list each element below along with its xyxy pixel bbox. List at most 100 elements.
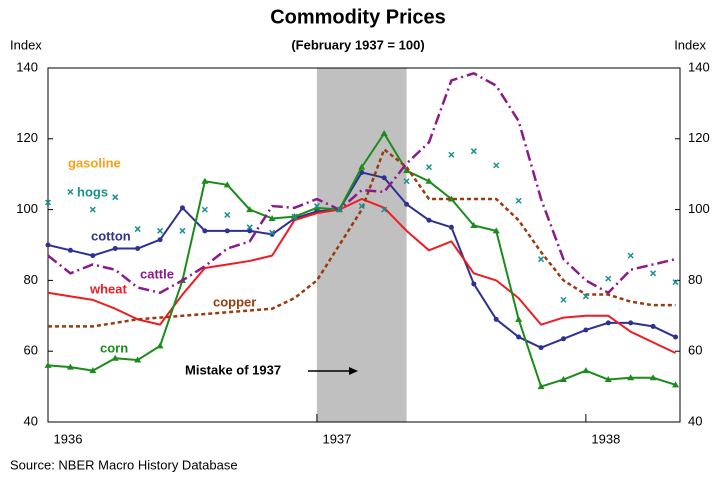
x-tick-label: 1937 bbox=[322, 431, 351, 446]
y2-tick-label: 40 bbox=[688, 413, 702, 428]
series-line bbox=[47, 197, 676, 354]
point bbox=[67, 247, 73, 253]
point bbox=[268, 214, 276, 221]
point bbox=[649, 374, 657, 381]
source: Source: NBER Macro History Database bbox=[10, 457, 238, 472]
y-tick-label: 80 bbox=[24, 272, 38, 287]
point bbox=[358, 203, 365, 210]
shaded-region bbox=[316, 68, 407, 422]
point bbox=[224, 211, 231, 218]
y2-axis-label: Index bbox=[674, 37, 706, 52]
point bbox=[224, 228, 230, 234]
series-label: cattle bbox=[140, 266, 174, 281]
point bbox=[223, 181, 231, 188]
point bbox=[471, 281, 477, 287]
y-tick-label: 120 bbox=[16, 130, 38, 145]
point bbox=[246, 224, 253, 231]
point bbox=[358, 163, 366, 170]
y-tick-label: 40 bbox=[24, 413, 38, 428]
point bbox=[515, 315, 523, 322]
point bbox=[381, 175, 387, 181]
point bbox=[582, 367, 590, 374]
x-tick-label: 1938 bbox=[591, 431, 620, 446]
point bbox=[426, 217, 432, 223]
point bbox=[157, 227, 164, 234]
series-line bbox=[48, 148, 676, 328]
point bbox=[313, 203, 320, 210]
point bbox=[425, 177, 433, 184]
point bbox=[604, 376, 612, 383]
point bbox=[201, 206, 208, 213]
point bbox=[134, 356, 142, 363]
point bbox=[628, 320, 634, 326]
point bbox=[627, 374, 635, 381]
series-label: copper bbox=[213, 294, 256, 309]
point bbox=[650, 270, 657, 277]
point bbox=[336, 206, 343, 213]
point bbox=[135, 246, 141, 252]
y2-tick-label: 80 bbox=[688, 272, 702, 287]
point bbox=[650, 323, 656, 329]
point bbox=[448, 224, 454, 230]
annotation: Mistake of 1937 bbox=[185, 362, 281, 377]
point bbox=[470, 222, 478, 229]
point bbox=[66, 363, 74, 370]
point bbox=[672, 279, 679, 286]
y-tick-label: 60 bbox=[24, 343, 38, 358]
point bbox=[672, 381, 680, 388]
point bbox=[403, 178, 410, 185]
point bbox=[291, 213, 298, 220]
point bbox=[269, 229, 276, 236]
point bbox=[179, 227, 186, 234]
point bbox=[90, 253, 96, 259]
point bbox=[404, 201, 410, 207]
chart-title: Commodity Prices bbox=[270, 6, 446, 28]
point bbox=[516, 334, 522, 340]
point bbox=[537, 383, 545, 390]
point bbox=[470, 148, 477, 155]
point bbox=[89, 367, 97, 374]
annotation-arrowhead bbox=[349, 367, 358, 375]
point bbox=[45, 242, 51, 248]
y2-tick-label: 60 bbox=[688, 343, 702, 358]
series-label: hogs bbox=[77, 184, 108, 199]
point bbox=[179, 205, 185, 211]
point bbox=[582, 293, 589, 300]
point bbox=[515, 197, 522, 204]
point bbox=[560, 336, 566, 342]
point bbox=[493, 162, 500, 169]
point bbox=[605, 320, 611, 326]
point bbox=[157, 237, 163, 243]
point bbox=[246, 206, 254, 213]
point bbox=[134, 226, 141, 233]
series-label: cotton bbox=[91, 228, 131, 243]
point bbox=[381, 206, 388, 213]
annotation: gasoline bbox=[68, 155, 121, 170]
point bbox=[111, 354, 119, 361]
point bbox=[492, 227, 500, 234]
point bbox=[202, 228, 208, 234]
point bbox=[448, 151, 455, 158]
point bbox=[44, 361, 52, 368]
point bbox=[67, 188, 74, 195]
point bbox=[201, 177, 209, 184]
y2-tick-label: 100 bbox=[688, 201, 710, 216]
point bbox=[403, 167, 411, 174]
series-label: wheat bbox=[89, 281, 128, 296]
point bbox=[605, 275, 612, 282]
point bbox=[112, 246, 118, 252]
point bbox=[380, 129, 388, 136]
series-label: corn bbox=[100, 340, 128, 355]
point bbox=[44, 199, 52, 206]
y-axis-label: Index bbox=[10, 37, 42, 52]
point bbox=[89, 206, 96, 213]
y2-tick-label: 140 bbox=[688, 59, 710, 74]
x-tick-label: 1936 bbox=[54, 431, 83, 446]
point bbox=[538, 345, 544, 351]
point bbox=[673, 334, 679, 340]
y-tick-label: 100 bbox=[16, 201, 38, 216]
point bbox=[156, 342, 164, 349]
point bbox=[627, 252, 634, 259]
